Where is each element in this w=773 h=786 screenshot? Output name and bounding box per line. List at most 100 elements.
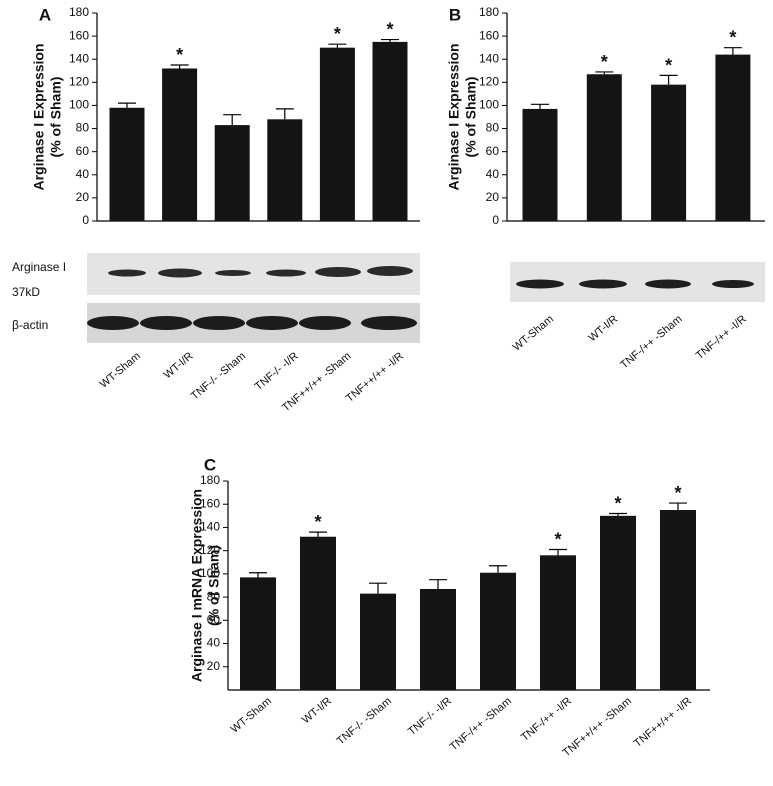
- y-tick-label: 140: [69, 51, 89, 65]
- y-axis-label: Arginase I Expression: [446, 43, 462, 190]
- significance-marker: *: [314, 512, 321, 532]
- bar: [372, 41, 408, 222]
- error-bar: [669, 502, 687, 511]
- y-tick-label: 40: [76, 167, 90, 181]
- y-tick-label: 100: [200, 566, 220, 580]
- y-tick-label: 120: [69, 75, 89, 89]
- x-tick-label: TNF-/++ -I/R: [519, 695, 574, 744]
- y-tick-label: 20: [486, 190, 500, 204]
- y-tick-label: 100: [479, 98, 499, 112]
- error-bar: [381, 38, 399, 42]
- y-tick-label: 180: [69, 5, 89, 19]
- significance-marker: *: [665, 55, 672, 75]
- bar: [480, 572, 516, 690]
- panel-label: C: [204, 455, 216, 474]
- error-bar: [489, 565, 507, 573]
- y-tick-label: 180: [479, 5, 499, 19]
- bar: [319, 47, 355, 221]
- error-bar: [595, 71, 614, 75]
- blot-label: 37kD: [12, 285, 40, 299]
- bar: [715, 54, 751, 221]
- bar: [522, 108, 558, 221]
- bar: [540, 555, 576, 690]
- x-tick-label: WT-Sham: [511, 313, 556, 354]
- x-tick-label: TNF++/++ -I/R: [344, 350, 406, 405]
- bar: [214, 125, 250, 221]
- y-axis-label: (% of Sham): [48, 77, 64, 158]
- significance-marker: *: [601, 52, 608, 72]
- significance-marker: *: [334, 24, 341, 44]
- x-tick-label: TNF-/- -I/R: [406, 695, 454, 738]
- x-tick-label: WT-Sham: [229, 695, 274, 736]
- x-tick-label: TNF-/- -Sham: [335, 695, 394, 747]
- y-tick-label: 60: [76, 144, 90, 158]
- bar: [600, 515, 636, 690]
- y-tick-label: 40: [207, 636, 221, 650]
- y-axis-label: (% of Sham): [206, 545, 222, 626]
- y-axis-label: Arginase I mRNA Expression: [189, 489, 205, 682]
- y-tick-label: 120: [200, 543, 220, 557]
- y-tick-label: 60: [207, 613, 221, 627]
- bar: [420, 588, 456, 690]
- y-tick-label: 120: [479, 75, 499, 89]
- y-tick-label: 20: [207, 659, 221, 673]
- x-tick-label: WT-I/R: [586, 313, 620, 344]
- y-tick-label: 80: [207, 589, 221, 603]
- bar: [109, 107, 145, 221]
- y-tick-label: 20: [76, 190, 90, 204]
- y-tick-label: 180: [200, 473, 220, 487]
- significance-marker: *: [554, 530, 561, 550]
- x-tick-label: TNF-/++ -I/R: [694, 313, 749, 362]
- y-tick-label: 160: [200, 496, 220, 510]
- y-axis-label: (% of Sham): [463, 77, 479, 158]
- error-bar: [249, 572, 267, 578]
- x-tick-label: TNF-/++ -Sham: [448, 695, 514, 753]
- x-tick-label: WT-I/R: [162, 350, 196, 381]
- bar: [660, 510, 696, 690]
- x-tick-label: WT-I/R: [300, 695, 334, 726]
- y-tick-label: 60: [486, 144, 500, 158]
- significance-marker: *: [176, 45, 183, 65]
- error-bar: [309, 531, 327, 537]
- error-bar: [328, 43, 347, 48]
- bar: [240, 577, 276, 690]
- bar: [300, 536, 336, 690]
- x-tick-label: WT-Sham: [98, 350, 143, 391]
- bar: [360, 593, 396, 690]
- x-tick-label: TNF++/++ -I/R: [632, 695, 694, 750]
- significance-marker: *: [729, 28, 736, 48]
- blot-label: Arginase I: [12, 260, 66, 274]
- bar: [267, 119, 303, 221]
- significance-marker: *: [674, 483, 681, 503]
- x-tick-label: TNF-/++ -Sham: [618, 313, 684, 371]
- y-tick-label: 80: [76, 121, 90, 135]
- error-bar: [369, 582, 387, 594]
- error-bar: [223, 114, 242, 126]
- error-bar: [531, 103, 549, 109]
- y-tick-label: 100: [69, 98, 89, 112]
- blot-a: [87, 253, 420, 343]
- y-tick-label: 140: [200, 520, 220, 534]
- blot-label: β-actin: [12, 318, 48, 332]
- error-bar: [549, 548, 567, 556]
- error-bar: [659, 74, 678, 85]
- error-bar: [609, 512, 627, 516]
- y-axis-label: Arginase I Expression: [31, 43, 47, 190]
- x-tick-label: TNF-/- -Sham: [189, 350, 248, 402]
- error-bar: [429, 579, 447, 589]
- bar: [651, 84, 687, 222]
- panel-label: A: [39, 5, 51, 24]
- significance-marker: *: [614, 494, 621, 514]
- y-tick-label: 160: [479, 28, 499, 42]
- bar: [162, 68, 198, 221]
- x-tick-label: TNF-/- -I/R: [253, 350, 301, 393]
- significance-marker: *: [386, 20, 393, 40]
- error-bar: [723, 47, 742, 55]
- panel-label: B: [449, 5, 461, 24]
- error-bar: [170, 64, 189, 69]
- y-tick-label: 140: [479, 51, 499, 65]
- y-tick-label: 160: [69, 28, 89, 42]
- error-bar: [275, 108, 294, 120]
- blot-b: [510, 262, 765, 302]
